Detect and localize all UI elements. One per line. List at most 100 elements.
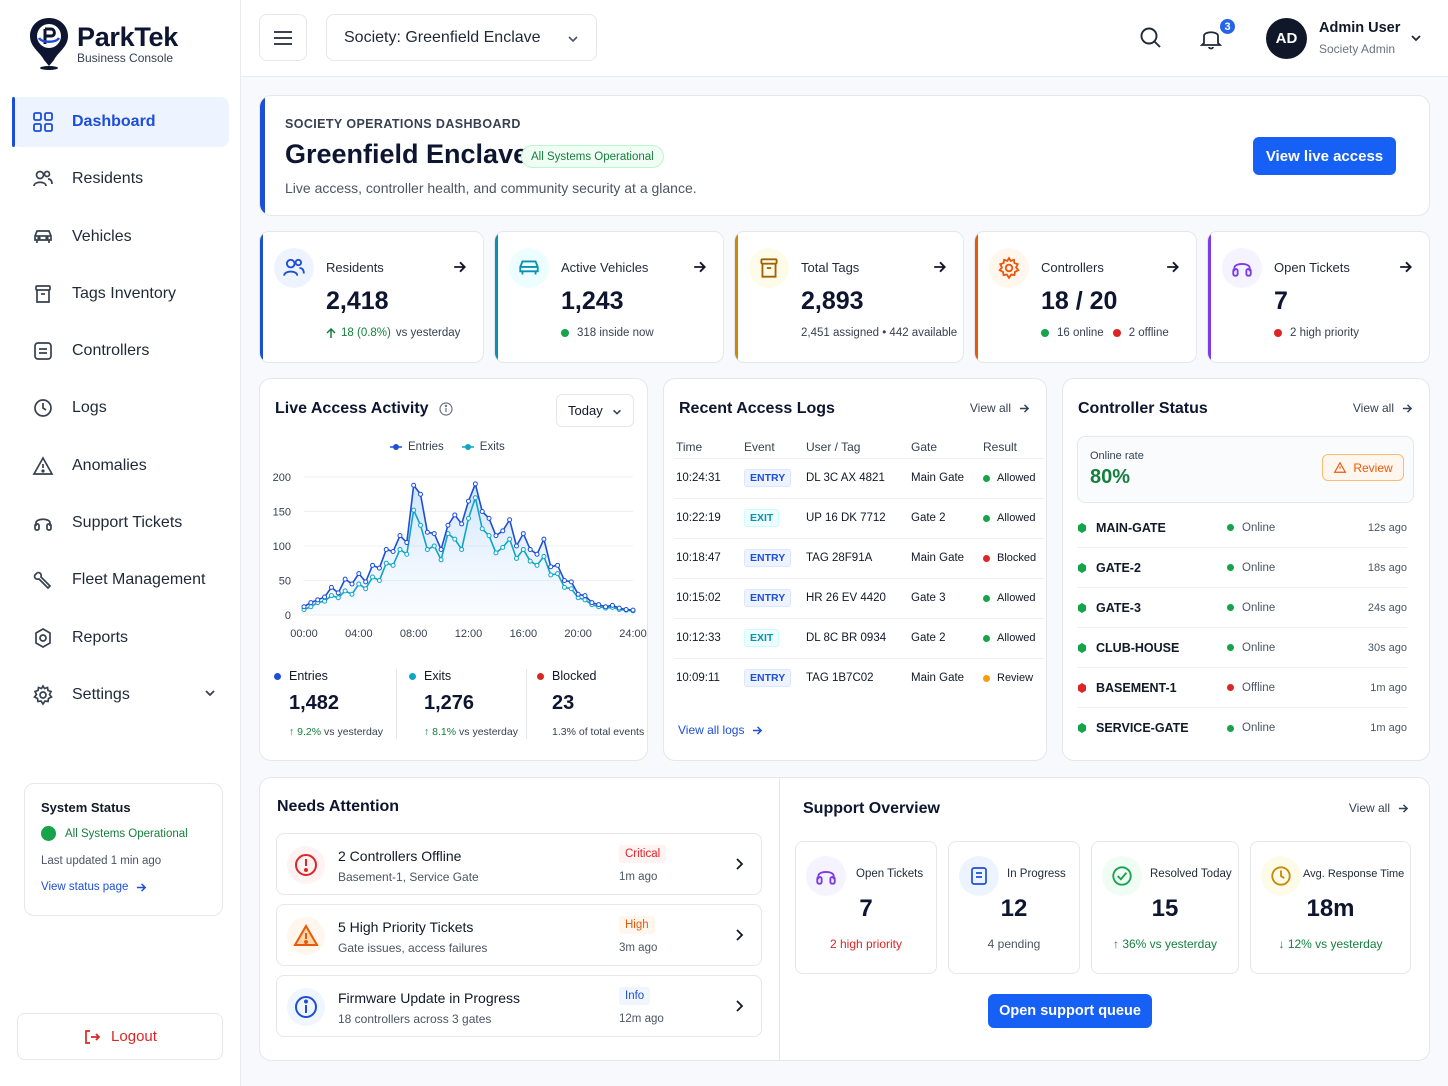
stat-card-residents[interactable]: Residents 2,418 18 (0.8%) vs yesterday (259, 231, 484, 363)
sidebar-item-fleet-management[interactable]: Fleet Management (12, 555, 229, 605)
stat-card-controllers[interactable]: Controllers 18 / 20 16 online 2 offline (974, 231, 1197, 363)
legend-entries: Entries (390, 441, 444, 453)
time-range-select[interactable]: Today (556, 394, 634, 427)
arrow-right-icon[interactable] (1399, 260, 1413, 279)
online-rate-value: 80% (1090, 466, 1131, 488)
sidebar-item-tags-inventory[interactable]: Tags Inventory (12, 269, 229, 319)
view-all-logs-footer-link[interactable]: View all logs (678, 723, 763, 737)
entries-data-point (507, 517, 513, 523)
brand-logo[interactable]: ParkTek Business Console (28, 16, 178, 70)
support-card-resolved-today[interactable]: Resolved Today 15 ↑ 36% vs yesterday (1091, 841, 1239, 974)
stat-label: Total Tags (801, 260, 860, 275)
logout-button[interactable]: Logout (17, 1013, 223, 1060)
support-card-open-tickets[interactable]: Open Tickets 7 2 high priority (795, 841, 937, 974)
attention-item[interactable]: 5 High Priority Tickets Gate issues, acce… (276, 904, 762, 966)
list-item[interactable]: GATE-2 Online 18s ago (1077, 548, 1407, 588)
table-header-row: Time Event User / Tag Gate Result (674, 436, 1044, 458)
result-text: Allowed (997, 592, 1036, 604)
chevron-down-icon[interactable] (1409, 31, 1423, 50)
open-support-queue-button[interactable]: Open support queue (988, 994, 1152, 1028)
exits-data-point (466, 515, 471, 521)
exits-data-point (452, 536, 458, 542)
sidebar-item-anomalies[interactable]: Anomalies (12, 441, 229, 491)
stat-card-open-tickets[interactable]: Open Tickets 7 2 high priority (1207, 231, 1430, 363)
divider (779, 778, 780, 1060)
car-icon (32, 226, 54, 248)
card-title: Needs Attention (277, 798, 400, 815)
chart-legend: Entries Exits (390, 441, 505, 453)
controller-status: Online (1227, 522, 1337, 534)
view-all-controllers-link[interactable]: View all (1353, 401, 1413, 415)
attention-item[interactable]: 2 Controllers Offline Basement-1, Service… (276, 833, 762, 895)
user-name[interactable]: Admin User (1319, 20, 1401, 36)
sidebar-item-settings[interactable]: Settings (12, 670, 229, 720)
log-gate: Main Gate (909, 657, 981, 698)
sidebar-item-residents[interactable]: Residents (12, 154, 229, 204)
list-item[interactable]: BASEMENT-1 Offline 1m ago (1077, 668, 1407, 708)
avatar[interactable]: AD (1266, 18, 1307, 59)
list-item[interactable]: GATE-3 Online 24s ago (1077, 588, 1407, 628)
status-dot-icon (1227, 724, 1234, 732)
column-header: Time (676, 439, 703, 454)
sidebar-item-support-tickets[interactable]: Support Tickets (12, 498, 229, 548)
card-title: Support Overview (803, 800, 940, 817)
table-row[interactable]: 10:09:11 ENTRY TAG 1B7C02 Main Gate Review (674, 657, 1044, 698)
summary-label: Entries (289, 669, 328, 683)
table-row[interactable]: 10:15:02 ENTRY HR 26 EV 4420 Gate 3 Allowed (674, 577, 1044, 618)
entries-data-point (472, 481, 478, 487)
arrow-right-icon[interactable] (933, 260, 947, 279)
list-item[interactable]: SERVICE-GATE Online 1m ago (1077, 708, 1407, 748)
view-live-access-button[interactable]: View live access (1253, 137, 1396, 175)
notifications-button[interactable] (1199, 25, 1223, 56)
arrow-right-icon[interactable] (1166, 260, 1180, 279)
controller-status-text: Online (1242, 641, 1276, 654)
result-text: Blocked (997, 552, 1037, 564)
warning-icon (1333, 461, 1347, 473)
view-all-label: View all (969, 401, 1011, 415)
log-time: 10:18:47 (674, 537, 742, 578)
attention-item[interactable]: Firmware Update in Progress 18 controller… (276, 975, 762, 1037)
support-card-in-progress[interactable]: In Progress 12 4 pending (948, 841, 1080, 974)
log-event: EXIT (742, 497, 804, 538)
sidebar-item-controllers[interactable]: Controllers (12, 326, 229, 376)
list-item[interactable]: CLUB-HOUSE Online 30s ago (1077, 628, 1407, 668)
entries-data-point (370, 562, 376, 568)
support-label: Resolved Today (1150, 868, 1232, 880)
view-status-page-link[interactable]: View status page (41, 881, 206, 893)
table-row[interactable]: 10:18:47 ENTRY TAG 28F91A Main Gate Blocked (674, 537, 1044, 578)
support-card-avg-response[interactable]: Avg. Response Time 18m ↓ 12% vs yesterda… (1250, 841, 1411, 974)
stat-card-active-vehicles[interactable]: Active Vehicles 1,243 318 inside now (494, 231, 724, 363)
table-row[interactable]: 10:24:31 ENTRY DL 3C AX 4821 Main Gate Allow… (674, 457, 1044, 498)
stat-card-total-tags[interactable]: Total Tags 2,893 2,451 assigned • 442 av… (734, 231, 964, 363)
search-button[interactable] (1139, 26, 1162, 54)
sidebar-item-logs[interactable]: Logs (12, 383, 229, 433)
sidebar-item-vehicles[interactable]: Vehicles (12, 212, 229, 262)
list-item[interactable]: MAIN-GATE Online 12s ago (1077, 508, 1407, 548)
view-all-support-link[interactable]: View all (1349, 801, 1409, 815)
sidebar-item-reports[interactable]: Reports (12, 613, 229, 663)
summary-trend-value: 9.2% (297, 726, 322, 738)
entries-data-point (335, 590, 341, 596)
info-icon[interactable] (438, 402, 453, 416)
view-all-logs-link[interactable]: View all (970, 401, 1030, 415)
search-icon (1140, 27, 1161, 48)
arrow-right-icon[interactable] (453, 260, 467, 279)
arrow-right-icon (1402, 403, 1413, 413)
review-button[interactable]: Review (1322, 454, 1404, 481)
log-time: 10:15:02 (674, 577, 742, 618)
stat-detail-text: 2 high priority (1290, 327, 1360, 339)
view-all-logs-label: View all logs (678, 723, 745, 737)
sidebar-item-label: Support Tickets (72, 514, 183, 532)
support-label: Avg. Response Time (1303, 868, 1405, 880)
sidebar-nav: Dashboard Residents Vehicles Tags Invent… (12, 97, 229, 727)
y-tick-label: 0 (285, 610, 291, 622)
society-selector[interactable]: Society: Greenfield Enclave (326, 14, 597, 61)
arrow-right-icon[interactable] (693, 260, 707, 279)
log-result: Allowed (981, 617, 1044, 658)
sidebar-item-dashboard[interactable]: Dashboard (12, 97, 229, 147)
table-row[interactable]: 10:12:33 EXIT DL 8C BR 0934 Gate 2 Allowed (674, 617, 1044, 658)
log-user: UP 16 DK 7712 (804, 497, 909, 538)
table-row[interactable]: 10:22:19 EXIT UP 16 DK 7712 Gate 2 Allowed (674, 497, 1044, 538)
x-tick-label: 04:00 (345, 628, 373, 640)
menu-toggle-button[interactable] (259, 14, 307, 61)
